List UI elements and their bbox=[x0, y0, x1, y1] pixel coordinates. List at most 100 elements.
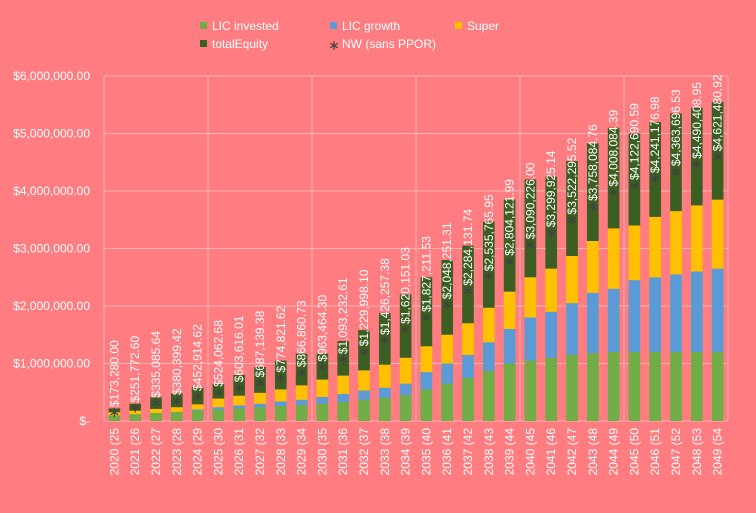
bar-segment bbox=[690, 107, 703, 206]
bar-segment bbox=[586, 353, 599, 421]
bar-segment bbox=[108, 415, 121, 421]
bar-segment bbox=[690, 271, 703, 352]
bar-segment bbox=[274, 406, 287, 421]
nw-marker: ∗ bbox=[566, 211, 578, 227]
data-label: $4,621,480.92 bbox=[711, 74, 725, 151]
bar-segment bbox=[711, 268, 724, 352]
data-label: $4,008,084.39 bbox=[607, 109, 621, 186]
bar-segment bbox=[150, 397, 162, 409]
nw-marker: ∗ bbox=[379, 332, 391, 348]
bar-segment bbox=[545, 268, 558, 312]
x-tick-label: 2034 (39 bbox=[399, 428, 413, 476]
bar-segment bbox=[233, 408, 246, 421]
legend-swatch bbox=[455, 22, 462, 29]
data-label: $2,535,765.95 bbox=[482, 194, 496, 271]
bar-segment bbox=[649, 122, 662, 217]
bar-segment bbox=[399, 395, 412, 421]
bar-segment bbox=[690, 205, 703, 272]
bar-segment bbox=[316, 396, 329, 404]
data-label: $4,122,690.59 bbox=[627, 103, 641, 180]
bar-segment bbox=[108, 408, 121, 413]
data-label: $251,772.60 bbox=[128, 335, 142, 402]
bar-segment bbox=[358, 370, 370, 391]
data-label: $3,299,925.14 bbox=[544, 150, 558, 227]
nw-marker: ∗ bbox=[608, 184, 620, 200]
nw-marker: ∗ bbox=[171, 392, 183, 408]
nw-marker: ∗ bbox=[150, 395, 162, 411]
x-tick-label: 2020 (25 bbox=[107, 428, 121, 476]
nw-marker: ∗ bbox=[296, 364, 308, 380]
legend-marker: ∗ bbox=[328, 37, 340, 53]
bar-segment bbox=[711, 199, 724, 269]
x-tick-label: 2040 (45 bbox=[523, 428, 537, 476]
bar-segment bbox=[690, 352, 703, 421]
data-label: $1,426,257.38 bbox=[378, 258, 392, 335]
bar-segment bbox=[524, 277, 537, 318]
data-label: $452,914.62 bbox=[191, 324, 205, 391]
nw-marker: ∗ bbox=[691, 156, 703, 172]
bar-segment bbox=[462, 354, 474, 378]
nw-marker: ∗ bbox=[483, 268, 495, 284]
bar-segment bbox=[170, 407, 183, 412]
x-tick-label: 2042 (47 bbox=[565, 428, 579, 476]
bar-segment bbox=[316, 353, 329, 380]
data-label: $963,464.30 bbox=[315, 295, 329, 362]
bar-segment bbox=[503, 291, 516, 329]
data-label: $603,616.01 bbox=[232, 315, 246, 382]
data-label: $2,048,251.31 bbox=[440, 222, 454, 299]
x-tick-label: 2035 (40 bbox=[419, 428, 433, 476]
bar-segment bbox=[420, 346, 433, 373]
nw-marker: ∗ bbox=[213, 384, 225, 400]
nw-marker: ∗ bbox=[545, 224, 557, 240]
nw-marker: ∗ bbox=[629, 177, 641, 193]
bar-segment bbox=[503, 329, 516, 364]
bar-segment bbox=[420, 372, 433, 390]
bar-segment bbox=[295, 353, 308, 386]
y-tick-label: $1,000,000.00 bbox=[13, 357, 90, 371]
bar-segment bbox=[482, 307, 495, 343]
bar-segment bbox=[607, 228, 620, 289]
data-label: $524,062.68 bbox=[211, 320, 225, 387]
nw-marker: ∗ bbox=[504, 253, 516, 269]
bar-segment bbox=[212, 407, 225, 410]
data-label: $866,860.73 bbox=[295, 300, 309, 367]
x-tick-label: 2033 (38 bbox=[378, 428, 392, 476]
y-tick-label: $6,000,000.00 bbox=[13, 69, 90, 83]
legend-swatch bbox=[200, 40, 207, 47]
bar-segment bbox=[254, 403, 266, 408]
x-tick-label: 2047 (52 bbox=[669, 428, 683, 476]
bar-segment bbox=[358, 330, 370, 371]
x-tick-label: 2026 (31 bbox=[232, 428, 246, 476]
bar-segment bbox=[586, 292, 599, 354]
bar-segment bbox=[441, 363, 454, 384]
bar-segment bbox=[274, 389, 287, 402]
bar-segment bbox=[399, 357, 412, 384]
nw-marker: ∗ bbox=[275, 369, 287, 385]
bar-segment bbox=[649, 352, 662, 421]
bar-segment bbox=[191, 404, 204, 410]
bar-segment bbox=[545, 311, 558, 358]
y-tick-label: $5,000,000.00 bbox=[13, 127, 90, 141]
bar-segment bbox=[108, 412, 121, 416]
bar-segment bbox=[607, 288, 620, 352]
bar-segment bbox=[607, 352, 620, 421]
bar-segment bbox=[566, 255, 578, 304]
bar-segment bbox=[378, 312, 391, 365]
bar-segment bbox=[337, 402, 350, 421]
bar-segment bbox=[295, 404, 308, 421]
bar-segment bbox=[337, 393, 350, 403]
x-tick-label: 2029 (34 bbox=[295, 428, 309, 476]
data-label: $2,284,131.74 bbox=[461, 209, 475, 286]
nw-marker: ∗ bbox=[462, 283, 474, 299]
data-label: $335,085.64 bbox=[149, 331, 163, 398]
bar-segment bbox=[711, 352, 724, 421]
bar-segment bbox=[670, 113, 682, 212]
data-label: $4,241,176.98 bbox=[648, 96, 662, 173]
x-tick-label: 2036 (41 bbox=[440, 428, 454, 476]
bar-segment bbox=[670, 274, 682, 352]
bar-segment bbox=[399, 383, 412, 396]
data-label: $1,093,232.61 bbox=[336, 277, 350, 354]
legend-swatch bbox=[330, 22, 337, 29]
legend-label: LIC invested bbox=[212, 19, 279, 33]
